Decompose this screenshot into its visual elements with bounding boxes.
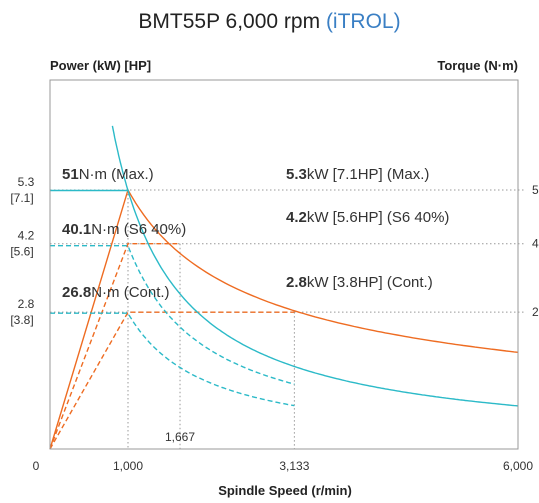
x-tick-label-3: 6,000 — [503, 459, 533, 473]
annotation-text-0: N·m (Max.) — [79, 166, 154, 183]
annotation-text-4: kW [5.6HP] (S6 40%) — [307, 209, 450, 226]
annotation-value-5: 2.8 — [286, 274, 307, 291]
power-curve-2 — [49, 311, 295, 450]
torque-axis-label: Torque (N·m) — [437, 58, 518, 73]
power-hp-label-1: [5.6] — [10, 245, 33, 259]
torque-curve-s6 — [50, 245, 295, 385]
torque-curve-max-rise — [111, 125, 129, 191]
annotation-value-3: 5.3 — [286, 166, 307, 183]
annotation-3: 5.3kW [7.1HP] (Max.) — [286, 166, 429, 183]
torque-tick-label-2: 2 — [532, 305, 539, 319]
power-tick-label-0: 5.3 — [18, 175, 35, 189]
power-tick-label-1: 4.2 — [18, 229, 35, 243]
annotation-text-3: kW [7.1HP] (Max.) — [307, 166, 430, 183]
power-curve-1 — [49, 243, 180, 450]
power-hp-label-0: [7.1] — [10, 191, 33, 205]
torque-curve-cont — [50, 312, 295, 407]
tick-labels: 5.3 [7.1] 4.2 [5.6] 2.8 [3.8] 5 4 2 0 1,000 3,133 6,… — [10, 175, 539, 473]
torque-curve-max — [50, 189, 519, 407]
annotation-0: 51N·m (Max.) — [62, 166, 154, 183]
annotation-value-2: 26.8 — [62, 284, 91, 301]
chart-title: BMT55P 6,000 rpm (iTROL) — [0, 10, 539, 34]
torque-tick-label-1: 4 — [532, 237, 539, 251]
x-annotation-1667: 1,667 — [165, 430, 195, 444]
annotation-value-1: 40.1 — [62, 221, 91, 238]
series-lines — [49, 125, 519, 450]
annotation-2: 26.8N·m (Cont.) — [62, 284, 170, 301]
plot-frame — [49, 79, 519, 450]
x-axis-label: Spindle Speed (r/min) — [218, 483, 352, 498]
power-axis-label: Power (kW) [HP] — [50, 58, 151, 73]
x-tick-label-2: 3,133 — [279, 459, 309, 473]
annotation-value-4: 4.2 — [286, 209, 307, 226]
annotation-text-1: N·m (S6 40%) — [91, 221, 186, 238]
annotation-text-2: N·m (Cont.) — [91, 284, 169, 301]
power-tick-label-2: 2.8 — [18, 297, 35, 311]
power-curve-0 — [49, 188, 519, 450]
annotation-5: 2.8kW [3.8HP] (Cont.) — [286, 274, 433, 291]
chart-title-accent: (iTROL) — [325, 10, 401, 33]
annotation-text-5: kW [3.8HP] (Cont.) — [307, 274, 433, 291]
x-tick-label-0: 0 — [33, 459, 40, 473]
power-hp-label-2: [3.8] — [10, 313, 33, 327]
x-tick-label-1: 1,000 — [113, 459, 143, 473]
annotation-4: 4.2kW [5.6HP] (S6 40%) — [286, 209, 449, 226]
annotation-1: 40.1N·m (S6 40%) — [62, 221, 186, 238]
annotations: 51N·m (Max.) 40.1N·m (S6 40%) 26.8N·m (Con… — [62, 166, 449, 301]
torque-tick-label-0: 5 — [532, 183, 539, 197]
annotation-value-0: 51 — [62, 166, 79, 183]
chart-title-main: BMT55P 6,000 rpm — [138, 10, 321, 33]
